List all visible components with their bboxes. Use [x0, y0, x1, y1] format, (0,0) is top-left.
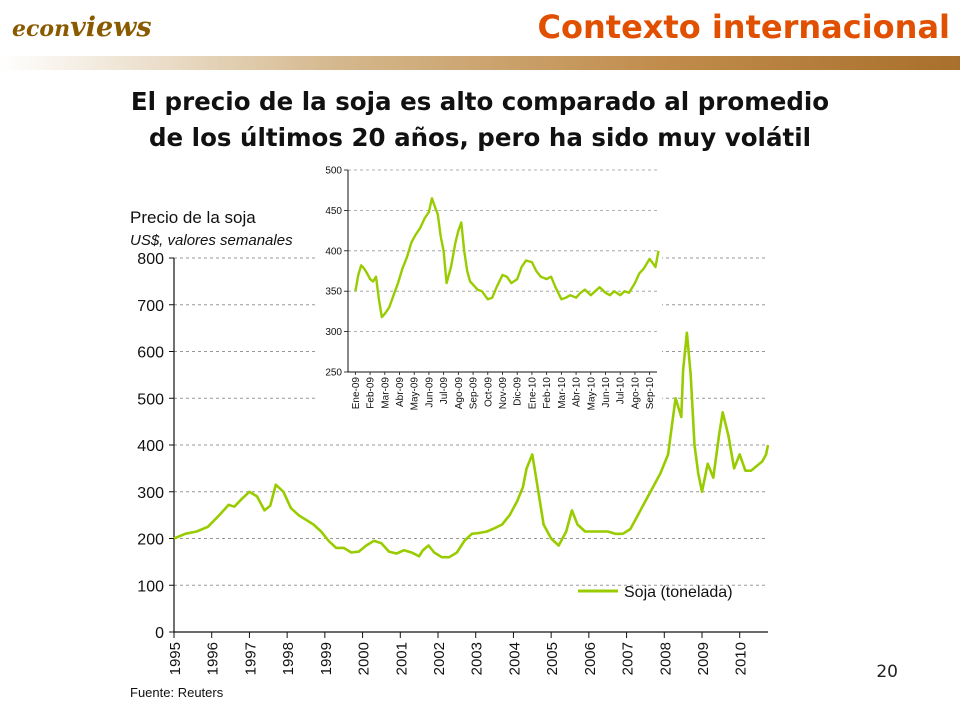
main-x-tick-label: 2004	[506, 642, 523, 675]
inset-x-tick-label: Ago-10	[630, 377, 641, 410]
main-y-tick-label: 0	[155, 625, 164, 642]
main-x-tick-label: 2010	[733, 642, 750, 675]
inset-x-tick-label: Oct-09	[483, 377, 494, 407]
main-x-tick-label: 2007	[620, 642, 637, 675]
main-x-tick-label: 2008	[657, 642, 674, 675]
main-y-tick-label: 800	[137, 251, 164, 268]
inset-x-tick-label: Ene-10	[527, 377, 538, 410]
inset-x-tick-label: Feb-10	[542, 377, 553, 409]
econviews-logo: econviews	[12, 12, 152, 43]
main-x-tick-label: 2009	[695, 642, 712, 675]
inset-series-line	[354, 197, 660, 319]
main-x-tick-label: 2005	[544, 642, 561, 675]
slide-heading: El precio de la soja es alto comparado a…	[20, 84, 940, 156]
inset-x-tick-label: Mar-09	[380, 377, 391, 409]
inset-x-tick-label: Ago-09	[454, 377, 465, 410]
main-chart-x-tick-labels: 1995 1996 1997 1998 1999 2000 2001 2002 2003 2004…	[167, 642, 750, 675]
inset-x-tick-label: Nov-09	[498, 377, 509, 410]
chart-subtitle: US$, valores semanales	[130, 232, 293, 249]
main-x-tick-label: 2000	[356, 642, 373, 675]
main-x-tick-label: 2002	[431, 642, 448, 675]
inset-x-tick-label: Feb-09	[366, 377, 377, 409]
inset-x-tick-label: Sep-09	[469, 377, 480, 410]
inset-x-tick-label: Abr-10	[572, 377, 583, 407]
inset-panel-background	[316, 164, 662, 410]
main-chart-y-tick-labels: 0 100 200 300 400 500 600 700 800	[137, 251, 164, 642]
main-series-line	[173, 331, 770, 559]
inset-x-tick-label: Jul-10	[616, 377, 627, 405]
chart-title: Precio de la soja	[130, 208, 256, 227]
inset-x-tick-label: Jun-09	[424, 377, 435, 408]
main-y-tick-label: 200	[137, 532, 164, 549]
main-x-tick-label: 1996	[205, 642, 222, 675]
main-x-tick-label: 1997	[242, 642, 259, 675]
main-y-tick-label: 100	[137, 578, 164, 595]
inset-chart-gridlines	[344, 169, 657, 373]
inset-y-tick-label: 450	[325, 206, 342, 217]
main-y-tick-label: 400	[137, 438, 164, 455]
inset-x-tick-label: Sep-10	[645, 377, 656, 410]
inset-y-tick-label: 400	[325, 246, 342, 257]
heading-line-1: El precio de la soja es alto comparado a…	[130, 87, 830, 116]
main-x-tick-label: 2006	[582, 642, 599, 675]
main-x-tick-label: 1995	[167, 642, 184, 675]
heading-line-2: de los últimos 20 años, pero ha sido muy…	[149, 123, 811, 152]
chart-source: Fuente: Reuters	[130, 685, 224, 700]
inset-x-tick-label: Jun-10	[601, 377, 612, 408]
inset-x-tick-label: May-10	[586, 377, 597, 411]
inset-y-tick-label: 300	[325, 327, 342, 338]
legend-label: Soja (tonelada)	[624, 584, 733, 601]
inset-chart-x-tick-labels: Ene-09 Feb-09 Mar-09 Abr-09 May-09 Jun-09 Jul-…	[351, 377, 656, 411]
inset-chart-axes	[347, 170, 657, 375]
inset-x-tick-label: May-09	[410, 377, 421, 411]
inset-y-tick-label: 500	[325, 166, 342, 177]
main-chart-axes	[173, 258, 768, 638]
main-y-tick-label: 300	[137, 485, 164, 502]
inset-chart-y-tick-labels: 250 300 350 400 450 500	[325, 166, 342, 379]
inset-y-tick-label: 350	[325, 287, 342, 298]
header-rule	[0, 56, 960, 70]
page-number: 20	[876, 662, 898, 682]
inset-x-tick-label: Ene-09	[351, 377, 362, 410]
main-y-tick-label: 700	[137, 298, 164, 315]
inset-x-tick-label: Jul-09	[439, 377, 450, 405]
main-x-tick-label: 2003	[469, 642, 486, 675]
main-x-tick-label: 1998	[280, 642, 297, 675]
inset-x-tick-label: Mar-10	[557, 377, 568, 409]
inset-x-tick-label: Abr-09	[395, 377, 406, 407]
main-y-tick-label: 600	[137, 345, 164, 362]
inset-y-tick-label: 250	[325, 368, 342, 379]
inset-x-tick-label: Dic-09	[513, 377, 524, 406]
main-x-tick-label: 1999	[318, 642, 335, 675]
main-x-tick-label: 2001	[393, 642, 410, 675]
section-title: Contexto internacional	[537, 8, 950, 46]
main-y-tick-label: 500	[137, 391, 164, 408]
